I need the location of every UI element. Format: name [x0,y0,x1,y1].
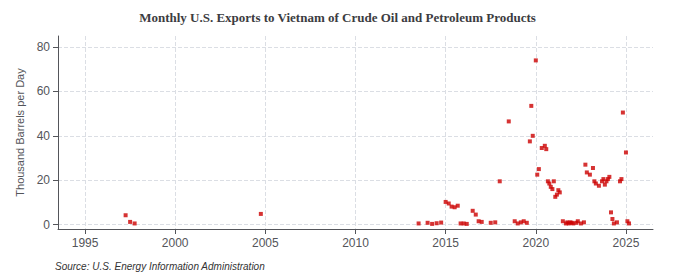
svg-text:1995: 1995 [72,236,99,250]
svg-text:2015: 2015 [432,236,459,250]
svg-text:Source: U.S. Energy Informatio: Source: U.S. Energy Information Administ… [55,261,265,272]
svg-text:2020: 2020 [522,236,549,250]
svg-text:60: 60 [37,84,51,98]
svg-text:0: 0 [43,218,50,232]
svg-text:2000: 2000 [162,236,189,250]
svg-text:20: 20 [37,173,51,187]
svg-text:2025: 2025 [613,236,640,250]
svg-text:2005: 2005 [252,236,279,250]
svg-text:Thousand Barrels per Day: Thousand Barrels per Day [14,68,26,197]
svg-text:40: 40 [37,129,51,143]
svg-text:Monthly U.S. Exports to Vietna: Monthly U.S. Exports to Vietnam of Crude… [139,10,536,25]
svg-text:2010: 2010 [342,236,369,250]
svg-text:80: 80 [37,40,51,54]
